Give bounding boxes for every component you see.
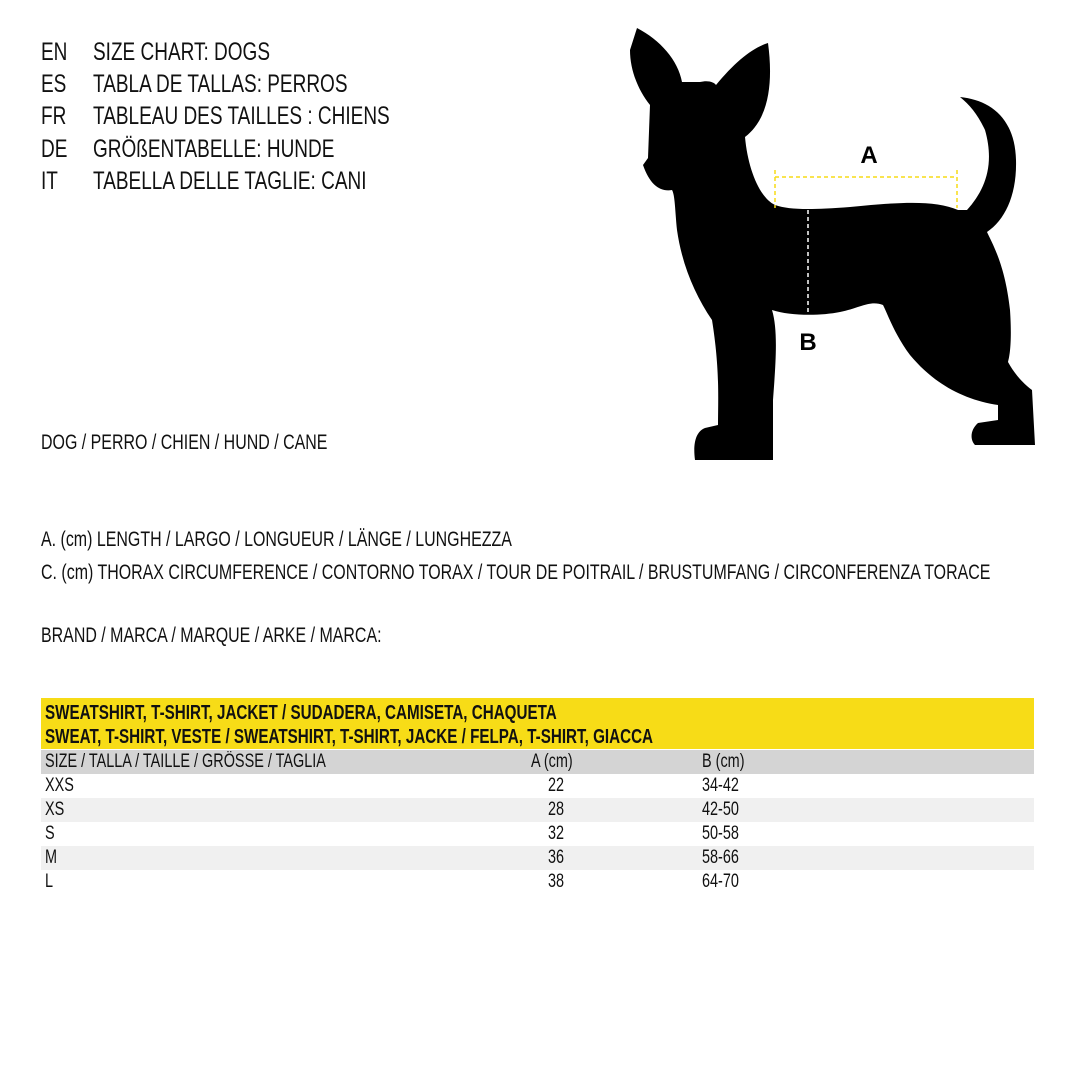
table-row: S 32 50-58 xyxy=(41,822,1034,846)
title-text: TABLA DE TALLAS: PERROS xyxy=(93,70,348,98)
table-row: XS 28 42-50 xyxy=(41,798,1034,822)
dog-silhouette xyxy=(630,28,1035,460)
measure-a-label: A. (cm) LENGTH / LARGO / LONGUEUR / LÄNG… xyxy=(41,528,512,551)
animal-label: DOG / PERRO / CHIEN / HUND / CANE xyxy=(41,431,328,454)
size-cell: XS xyxy=(45,799,65,820)
header-size: SIZE / TALLA / TAILLE / GRÖSSE / TAGLIA xyxy=(45,751,326,772)
a-cell: 32 xyxy=(548,823,565,844)
table-title-band: SWEATSHIRT, T-SHIRT, JACKET / SUDADERA, … xyxy=(41,698,1034,749)
table-title-2: SWEAT, T-SHIRT, VESTE / SWEATSHIRT, T-SH… xyxy=(45,726,654,748)
length-measure-line xyxy=(774,170,958,208)
a-cell: 28 xyxy=(548,799,565,820)
size-table: SWEATSHIRT, T-SHIRT, JACKET / SUDADERA, … xyxy=(41,698,1034,894)
table-header-row: SIZE / TALLA / TAILLE / GRÖSSE / TAGLIA … xyxy=(41,750,1034,774)
lang-code: DE xyxy=(41,135,68,163)
measure-c-label: C. (cm) THORAX CIRCUMFERENCE / CONTORNO … xyxy=(41,561,991,584)
table-row: M 36 58-66 xyxy=(41,846,1034,870)
a-cell: 38 xyxy=(548,871,565,892)
b-cell: 50-58 xyxy=(702,823,739,844)
a-cell: 36 xyxy=(548,847,565,868)
lang-code: IT xyxy=(41,167,58,195)
title-text: TABLEAU DES TAILLES : CHIENS xyxy=(93,102,390,130)
title-text: GRÖßENTABELLE: HUNDE xyxy=(93,135,335,163)
brand-label: BRAND / MARCA / MARQUE / ARKE / MARCA: xyxy=(41,624,382,647)
size-cell: XXS xyxy=(45,775,74,796)
lang-code: EN xyxy=(41,38,68,66)
label-b: B xyxy=(799,329,816,356)
header-a: A (cm) xyxy=(531,751,573,772)
size-cell: S xyxy=(45,823,55,844)
table-title-1: SWEATSHIRT, T-SHIRT, JACKET / SUDADERA, … xyxy=(45,702,557,724)
lang-code: ES xyxy=(41,70,67,98)
title-text: TABELLA DELLE TAGLIE: CANI xyxy=(93,167,367,195)
table-row: L 38 64-70 xyxy=(41,870,1034,894)
lang-code: FR xyxy=(41,102,67,130)
header-b: B (cm) xyxy=(702,751,745,772)
a-cell: 22 xyxy=(548,775,565,796)
b-cell: 34-42 xyxy=(702,775,739,796)
label-a: A xyxy=(860,142,877,169)
b-cell: 64-70 xyxy=(702,871,739,892)
title-text: SIZE CHART: DOGS xyxy=(93,38,271,66)
b-cell: 58-66 xyxy=(702,847,739,868)
dog-diagram: A B xyxy=(630,28,1035,460)
size-cell: M xyxy=(45,847,58,868)
table-row: XXS 22 34-42 xyxy=(41,774,1034,798)
b-cell: 42-50 xyxy=(702,799,739,820)
size-cell: L xyxy=(45,871,54,892)
